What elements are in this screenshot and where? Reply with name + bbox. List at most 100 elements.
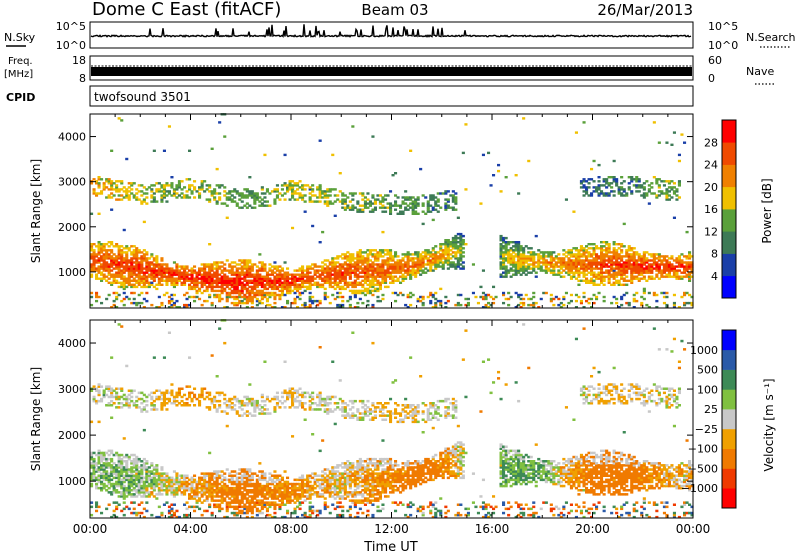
- power-cell: [426, 261, 430, 264]
- power-cell: [650, 253, 654, 256]
- power-cell: [223, 275, 227, 278]
- velocity-cell: [107, 478, 111, 482]
- power-cell: [635, 269, 639, 272]
- power-cell: [406, 273, 410, 276]
- power-cell: [110, 269, 114, 272]
- power-cell: [391, 281, 395, 284]
- velocity-cell: [122, 507, 126, 511]
- power-cell: [605, 253, 609, 256]
- power-cell: [514, 267, 518, 270]
- velocity-cell: [183, 515, 187, 519]
- power-cell: [371, 289, 375, 293]
- velocity-cell: [102, 472, 106, 475]
- power-cell: [125, 190, 129, 193]
- power-cell: [147, 285, 151, 289]
- power-cell: [185, 277, 189, 280]
- velocity-cell: [100, 453, 104, 457]
- power-cell: [597, 273, 601, 276]
- velocity-cell: [132, 511, 136, 515]
- power-cell: [140, 194, 144, 197]
- velocity-cell: [160, 482, 164, 486]
- power-cell: [524, 293, 528, 297]
- power-cell: [627, 263, 631, 266]
- power-cell: [268, 279, 272, 282]
- power-cell: [502, 247, 506, 250]
- power-cell: [637, 269, 641, 272]
- power-cell: [326, 281, 330, 284]
- power-cell: [127, 182, 131, 185]
- power-cell: [140, 265, 144, 268]
- power-cell: [240, 291, 244, 295]
- power-cell: [542, 269, 546, 272]
- power-cell: [685, 255, 689, 258]
- power-cell: [265, 271, 269, 274]
- power-cell: [105, 267, 109, 270]
- power-cell: [275, 265, 279, 268]
- power-cell: [454, 236, 458, 240]
- velocity-cell: [160, 408, 164, 411]
- power-cell: [288, 291, 292, 295]
- power-cell: [291, 277, 295, 280]
- velocity-cell: [117, 474, 121, 477]
- velocity-cell: [170, 482, 174, 486]
- power-cell: [441, 265, 445, 268]
- velocity-cell: [92, 474, 96, 477]
- power-cell: [233, 297, 237, 301]
- power-cell: [233, 273, 237, 276]
- power-cell: [157, 267, 161, 270]
- velocity-cell: [105, 478, 109, 482]
- power-cell: [371, 202, 375, 205]
- power-cell: [683, 291, 687, 295]
- power-cell: [346, 299, 350, 303]
- velocity-cell: [95, 387, 99, 390]
- power-cell: [250, 273, 254, 276]
- velocity-cell: [117, 470, 121, 473]
- power-cell: [637, 259, 641, 262]
- velocity-cell: [122, 437, 126, 440]
- power-cell: [338, 190, 342, 193]
- power-cell: [185, 265, 189, 268]
- power-cell: [140, 263, 144, 266]
- power-cell: [421, 222, 425, 226]
- power-cell: [647, 263, 651, 266]
- power-cell: [592, 263, 596, 266]
- velocity-cell: [97, 391, 101, 395]
- power-cell: [645, 257, 649, 260]
- power-cell: [208, 186, 212, 189]
- velocity-cell: [112, 491, 116, 494]
- velocity-cell: [142, 507, 146, 511]
- power-cell: [240, 261, 244, 264]
- power-cell: [270, 265, 274, 268]
- power-cell: [150, 267, 154, 270]
- power-cell: [195, 273, 199, 276]
- power-cell: [273, 297, 277, 301]
- power-cell: [456, 232, 460, 236]
- velocity-cell: [137, 476, 141, 480]
- power-cell: [595, 253, 599, 256]
- velocity-cell: [95, 476, 99, 480]
- power-cell: [371, 196, 375, 199]
- power-cell: [167, 184, 171, 187]
- power-cell: [642, 196, 646, 199]
- power-cell: [157, 188, 161, 191]
- power-cell: [502, 263, 506, 266]
- power-cell: [607, 275, 611, 278]
- velocity-cell: [110, 391, 114, 395]
- velocity-cell: [117, 495, 121, 498]
- power-cell: [193, 271, 197, 274]
- power-cell: [564, 255, 568, 258]
- velocity-cell: [208, 503, 212, 506]
- velocity-cell: [137, 460, 141, 463]
- power-cell: [610, 259, 614, 262]
- power-cell: [215, 192, 219, 195]
- power-cell: [404, 269, 408, 272]
- power-cell: [446, 257, 450, 260]
- power-cell: [215, 295, 219, 299]
- power-cell: [263, 279, 267, 282]
- power-cell: [220, 285, 224, 289]
- power-cell: [250, 267, 254, 270]
- power-cell: [250, 285, 254, 289]
- power-cell: [554, 265, 558, 268]
- power-cell: [562, 257, 566, 260]
- velocity-cell: [120, 402, 124, 405]
